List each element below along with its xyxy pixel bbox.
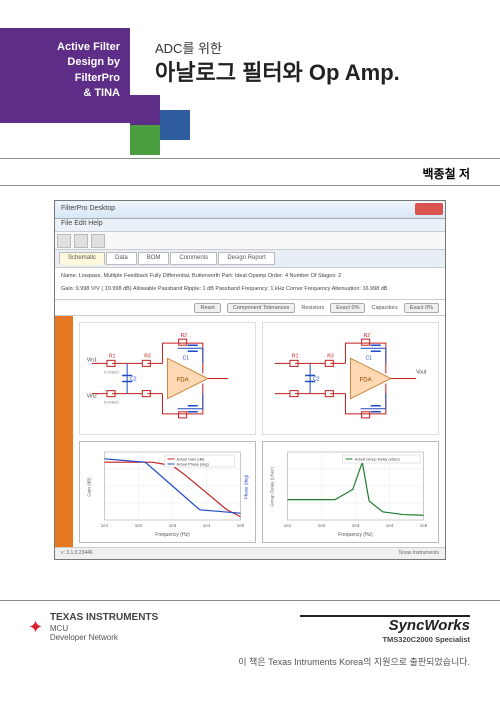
- version: v: 3.1.0.23446: [61, 550, 93, 557]
- r2-label: R2: [181, 333, 188, 339]
- brand: Texas Instruments: [398, 550, 439, 557]
- svg-text:1e4: 1e4: [203, 523, 211, 528]
- resistors-select[interactable]: Exact 0%: [330, 303, 365, 313]
- circuit-stage-2: FDA Vout R1 R3 R2 C1 C2: [262, 322, 439, 435]
- vout-label: Vout: [416, 369, 427, 375]
- header-band: Active Filter Design by FilterPro & TINA: [0, 28, 130, 123]
- menu-bar[interactable]: File Edit Help: [55, 219, 445, 232]
- svg-text:Actual Group Delay (uSec): Actual Group Delay (uSec): [355, 458, 401, 462]
- app-footer: v: 3.1.0.23446 Texas Instruments: [55, 547, 445, 559]
- svg-text:Phase (deg): Phase (deg): [244, 474, 249, 499]
- svg-text:Frequency (Hz): Frequency (Hz): [338, 532, 373, 538]
- svg-text:1e3: 1e3: [352, 523, 360, 528]
- divider-mid: [0, 185, 500, 186]
- tabs-row: Schematic Data BOM Comments Design Repor…: [55, 250, 445, 268]
- svg-text:1e5: 1e5: [420, 523, 428, 528]
- tab-comments[interactable]: Comments: [170, 252, 217, 265]
- params-line1: Name: Lowpass, Multiple Feedback Fully D…: [61, 273, 439, 281]
- svg-text:1e2: 1e2: [318, 523, 326, 528]
- tab-report[interactable]: Design Report: [218, 252, 274, 265]
- tab-data[interactable]: Data: [106, 252, 137, 265]
- logo-tile-green: [130, 125, 160, 155]
- close-icon[interactable]: [415, 203, 443, 215]
- band-line3: FilterPro: [10, 71, 120, 86]
- charts-row: 1e1 1e2 1e3 1e4 1e5 Gain (dB) Phase (deg) Actua…: [73, 441, 445, 549]
- syncworks-name: SyncWorks: [300, 617, 470, 634]
- r1-label: R1: [292, 353, 299, 359]
- logo-tile-purple: [130, 95, 160, 125]
- r1-label: R1: [109, 353, 116, 359]
- app-screenshot: FilterPro Desktop File Edit Help Schemat…: [54, 200, 446, 560]
- gain-phase-chart: 1e1 1e2 1e3 1e4 1e5 Gain (dB) Phase (deg) Actua…: [79, 441, 256, 543]
- tab-schematic[interactable]: Schematic: [59, 252, 105, 265]
- params-line2: Gain: 9.998 V/V ( 19.998 dB) Allowable P…: [61, 286, 439, 294]
- svg-text:Frequency (Hz): Frequency (Hz): [155, 532, 190, 538]
- band-line4: & TINA: [10, 86, 120, 101]
- divider-top: [0, 158, 500, 159]
- vin1-label: Vin1: [87, 357, 97, 363]
- reset-button[interactable]: Reset: [194, 303, 220, 313]
- syncworks-sub: TMS320C2000 Specialist: [300, 635, 470, 644]
- svg-text:1e4: 1e4: [386, 523, 394, 528]
- window-titlebar: FilterPro Desktop: [55, 201, 445, 219]
- divider-bottom: [0, 600, 500, 601]
- svg-text:1e2: 1e2: [135, 523, 143, 528]
- capacitors-select[interactable]: Exact 0%: [404, 303, 439, 313]
- svg-text:Gain (dB): Gain (dB): [87, 477, 92, 497]
- author: 백종철 저: [423, 165, 471, 182]
- svg-text:Group Delay (uSec): Group Delay (uSec): [270, 467, 275, 507]
- ti-name: TEXAS INSTRUMENTS MCUDeveloper Network: [50, 612, 158, 643]
- fda-label: FDA: [177, 378, 190, 384]
- r3-label: R3: [327, 353, 334, 359]
- svg-text:Actual Gain (dB): Actual Gain (dB): [177, 458, 206, 462]
- tolerances-button[interactable]: Component Tolerances: [227, 303, 295, 313]
- params: Name: Lowpass, Multiple Feedback Fully D…: [55, 268, 445, 300]
- content-area: FDA Vin1 Vin2 R1 R3 R2 C1 C2 5.048kΩ 5.0…: [55, 316, 445, 556]
- syncworks-logo: SyncWorks TMS320C2000 Specialist: [300, 615, 470, 644]
- svg-text:1e3: 1e3: [169, 523, 177, 528]
- ti-logo: ✦ TEXAS INSTRUMENTS MCUDeveloper Network: [28, 612, 158, 643]
- left-sidebar: [55, 316, 73, 556]
- svg-text:Actual Phase (deg): Actual Phase (deg): [177, 463, 210, 467]
- tab-bom[interactable]: BOM: [138, 252, 170, 265]
- vin2-label: Vin2: [87, 394, 97, 400]
- band-line1: Active Filter: [10, 40, 120, 55]
- controls: Reset Component Tolerances Resistors Exa…: [55, 300, 445, 316]
- val-r: 5.048kΩ: [104, 369, 119, 374]
- capacitors-label: Capacitors: [371, 305, 397, 311]
- tool-icon[interactable]: [91, 234, 105, 248]
- svg-text:1e1: 1e1: [284, 523, 292, 528]
- r2-label: R2: [364, 333, 371, 339]
- tool-icon[interactable]: [74, 234, 88, 248]
- c2-label: C2: [130, 377, 137, 383]
- main-content: FDA Vin1 Vin2 R1 R3 R2 C1 C2 5.048kΩ 5.0…: [73, 316, 445, 556]
- c1-label: C1: [366, 355, 373, 361]
- circuits-row: FDA Vin1 Vin2 R1 R3 R2 C1 C2 5.048kΩ 5.0…: [73, 316, 445, 441]
- svg-text:1e5: 1e5: [237, 523, 245, 528]
- fda-label: FDA: [360, 378, 373, 384]
- window-title: FilterPro Desktop: [61, 205, 115, 212]
- c1-label: C1: [183, 355, 190, 361]
- svg-text:1e1: 1e1: [101, 523, 109, 528]
- band-line2: Design by: [10, 55, 120, 70]
- logo-tile-blue: [160, 110, 190, 140]
- group-delay-chart: 1e1 1e2 1e3 1e4 1e5 Group Delay (uSec) Actual …: [262, 441, 439, 543]
- val-r2: 5.048kΩ: [104, 400, 119, 405]
- publish-note: 이 책은 Texas Intruments Korea의 지원으로 출판되었습니…: [238, 655, 470, 668]
- ti-mark-icon: ✦: [28, 617, 43, 638]
- resistors-label: Resistors: [301, 305, 324, 311]
- c2-label: C2: [313, 377, 320, 383]
- r3-label: R3: [144, 353, 151, 359]
- circuit-stage-1: FDA Vin1 Vin2 R1 R3 R2 C1 C2 5.048kΩ 5.0…: [79, 322, 256, 435]
- main-title: 아날로그 필터와 Op Amp.: [155, 55, 400, 87]
- tool-icon[interactable]: [57, 234, 71, 248]
- toolbar: [55, 232, 445, 250]
